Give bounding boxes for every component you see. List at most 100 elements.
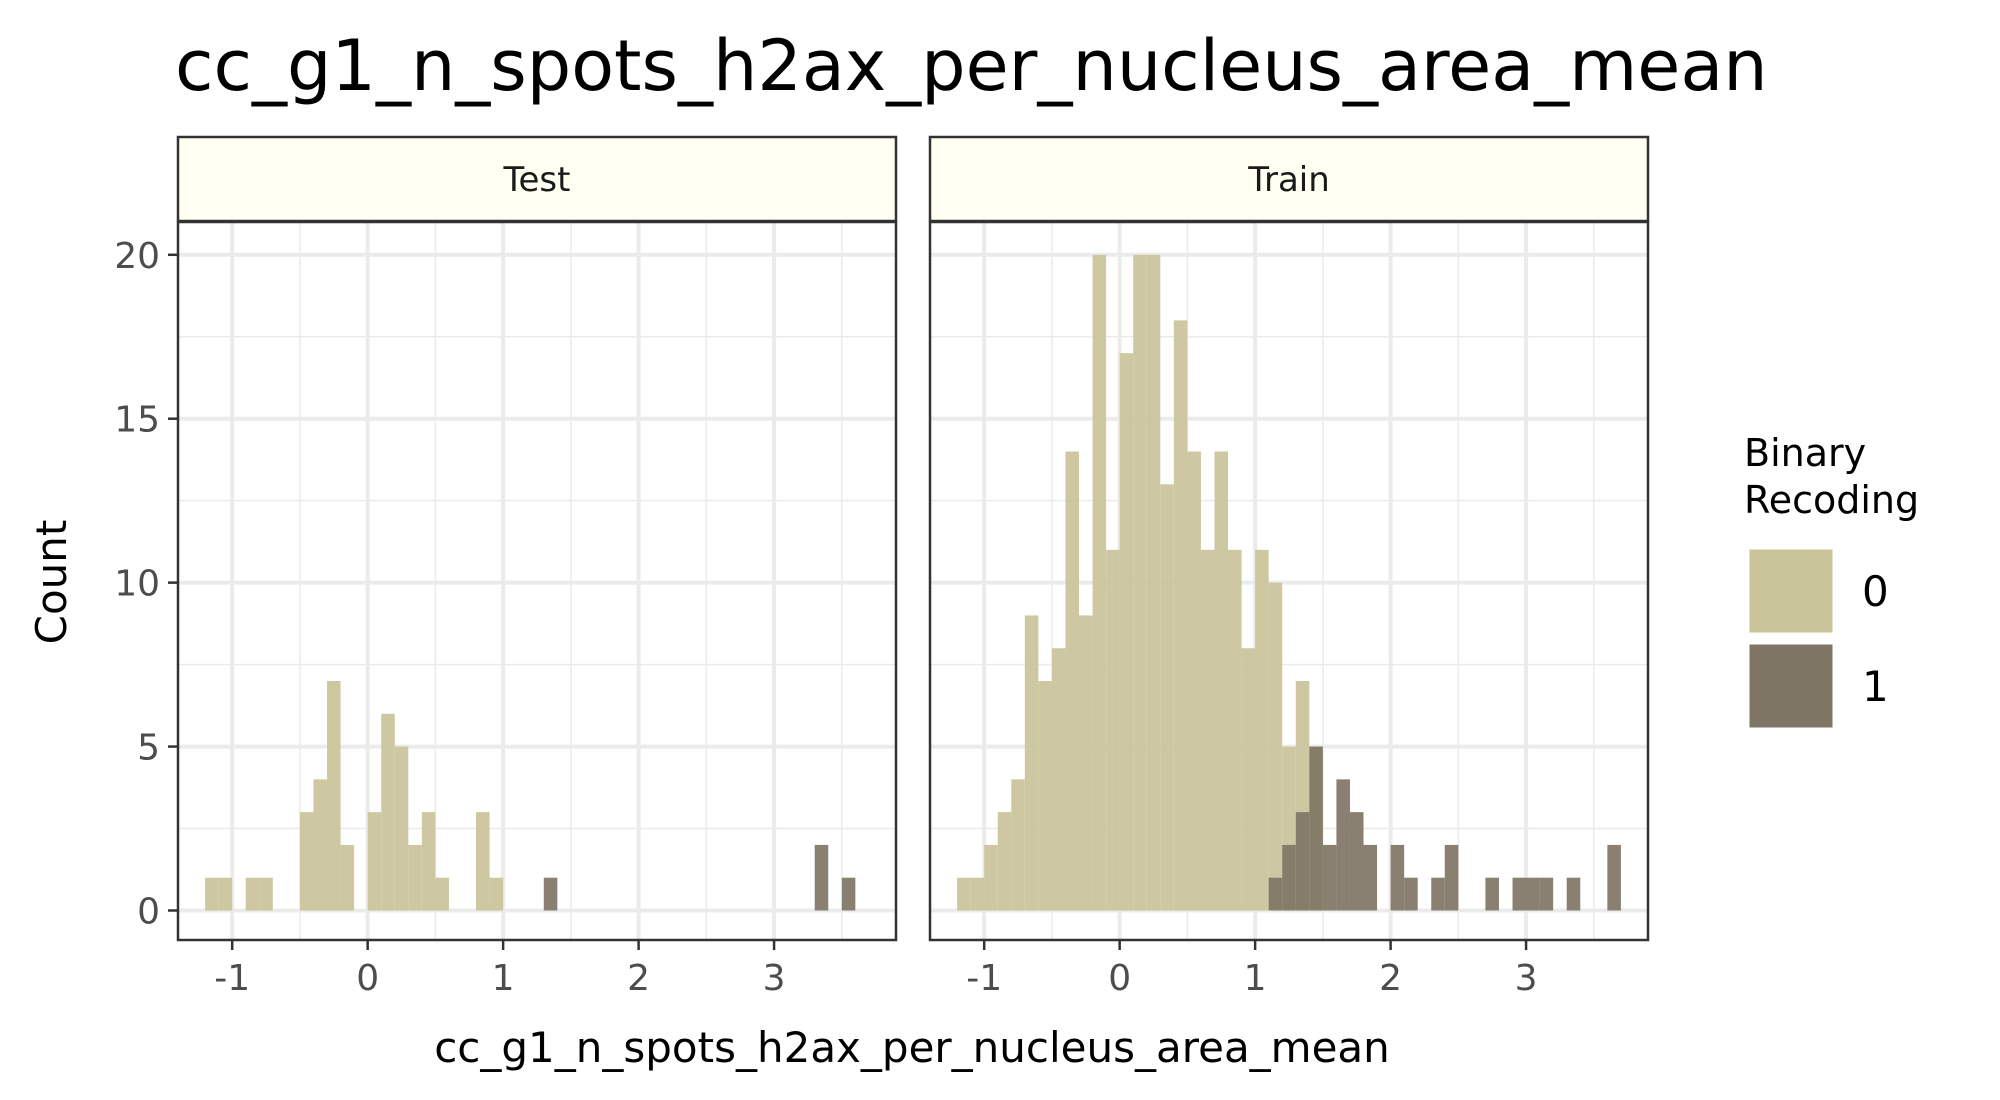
histogram-bar — [1173, 320, 1188, 911]
gridlines — [178, 222, 896, 940]
histogram-bar — [340, 844, 355, 911]
legend-title: Binary — [1744, 431, 1866, 475]
legend-label-1: 1 — [1862, 662, 1889, 711]
x-tick-label: 2 — [627, 958, 650, 999]
histogram-bar — [381, 713, 395, 911]
histogram-bar — [997, 812, 1012, 911]
histogram-bar — [1160, 484, 1174, 911]
legend-swatch-1 — [1746, 641, 1836, 731]
histogram-bar — [1038, 680, 1052, 911]
series-1 — [543, 844, 856, 911]
y-tick-label: 20 — [114, 236, 160, 277]
histogram-bar — [1431, 877, 1445, 911]
x-axis-title: cc_g1_n_spots_h2ax_per_nucleus_area_mean — [434, 1023, 1390, 1072]
histogram-bar — [1079, 615, 1093, 911]
chart-title: cc_g1_n_spots_h2ax_per_nucleus_area_mean — [175, 25, 1768, 107]
x-tick-label: -1 — [214, 958, 250, 999]
histogram-bar — [1106, 549, 1120, 911]
histogram-bar — [1241, 648, 1256, 911]
x-tick-label: 2 — [1379, 958, 1402, 999]
histogram-bar — [1011, 779, 1025, 911]
histogram-bar — [1295, 812, 1310, 911]
x-tick-label: 3 — [1515, 958, 1538, 999]
x-tick-label: 1 — [492, 958, 515, 999]
histogram-bar — [1051, 648, 1066, 911]
histogram-bar — [476, 812, 490, 911]
x-tick-label: 1 — [1244, 958, 1267, 999]
facet-panel-test: Test -1 0 1 2 3 0 5 10 15 20 — [114, 135, 898, 999]
histogram-bar — [1539, 877, 1554, 911]
x-tick-label: 0 — [356, 958, 379, 999]
histogram-bar — [1065, 451, 1080, 911]
histogram-bar — [1349, 812, 1364, 911]
histogram-bar — [1485, 877, 1499, 911]
x-tick-label: 3 — [763, 958, 786, 999]
histogram-bar — [1268, 877, 1283, 911]
y-axis-title: Count — [27, 520, 76, 645]
histogram-bar — [1092, 254, 1107, 911]
histogram-bar — [421, 812, 436, 911]
histogram-bar — [1390, 844, 1405, 911]
histogram-bar — [1512, 877, 1527, 911]
histogram-bar — [1336, 779, 1350, 911]
histogram-bar — [1526, 877, 1540, 911]
legend-label-0: 0 — [1862, 567, 1889, 616]
histogram-bar — [970, 877, 985, 911]
histogram-bar — [1282, 844, 1296, 911]
histogram-bar — [435, 877, 449, 911]
series-1 — [1268, 746, 1621, 911]
histogram-bar — [841, 877, 856, 911]
histogram-bar — [1133, 254, 1147, 911]
facet-panels: Test -1 0 1 2 3 0 5 10 15 20 Train -1 0 1 2 3 — [114, 135, 1650, 999]
histogram-bar — [957, 877, 971, 911]
panel-border — [928, 220, 1650, 942]
panel-border — [176, 220, 898, 942]
histogram-bar — [394, 746, 409, 911]
histogram-bar — [1024, 615, 1039, 911]
histogram-bar — [367, 812, 382, 911]
histogram-bar — [984, 844, 998, 911]
histogram-bar — [218, 877, 233, 911]
histogram-bar — [1309, 746, 1323, 911]
histogram-bar — [205, 877, 219, 911]
histogram-bar — [1444, 844, 1459, 911]
legend-swatch-0 — [1746, 546, 1836, 636]
histogram-bar — [408, 844, 422, 911]
x-tick-label: 0 — [1108, 958, 1131, 999]
histogram-bar — [1322, 844, 1337, 911]
histogram-bar — [1363, 844, 1378, 911]
histogram-bar — [313, 779, 328, 911]
histogram-bar — [299, 812, 314, 911]
histogram-bar — [814, 844, 829, 911]
facet-panel-train: Train -1 0 1 2 3 — [928, 135, 1650, 999]
facet-strip-label: Train — [1247, 160, 1330, 200]
histogram-bar — [1200, 549, 1215, 911]
histogram-bar — [1119, 353, 1134, 911]
y-tick-label: 10 — [114, 564, 160, 605]
histogram-bar — [489, 877, 504, 911]
histogram-bar — [1607, 844, 1621, 911]
histogram-bar — [1187, 451, 1201, 911]
histogram-bar — [1146, 254, 1161, 911]
facet-strip — [176, 135, 898, 223]
facet-strip-label: Test — [503, 160, 571, 200]
histogram-bar — [1268, 582, 1283, 911]
histogram-bar — [1566, 877, 1581, 911]
series-0 — [205, 680, 504, 911]
histogram-bar — [327, 680, 341, 911]
y-tick-label: 0 — [137, 891, 160, 932]
x-tick-label: -1 — [966, 958, 1002, 999]
legend-title: Recoding — [1744, 478, 1919, 522]
histogram-bar — [1255, 549, 1269, 911]
histogram-bar — [1228, 549, 1242, 911]
histogram-bar — [1404, 877, 1418, 911]
y-tick-label: 5 — [137, 728, 160, 769]
histogram-bar — [245, 877, 260, 911]
y-tick-label: 15 — [114, 400, 160, 441]
histogram-bar — [1214, 451, 1229, 911]
histogram-bar — [543, 877, 558, 911]
series-0 — [957, 254, 1323, 911]
histogram-bar — [259, 877, 273, 911]
